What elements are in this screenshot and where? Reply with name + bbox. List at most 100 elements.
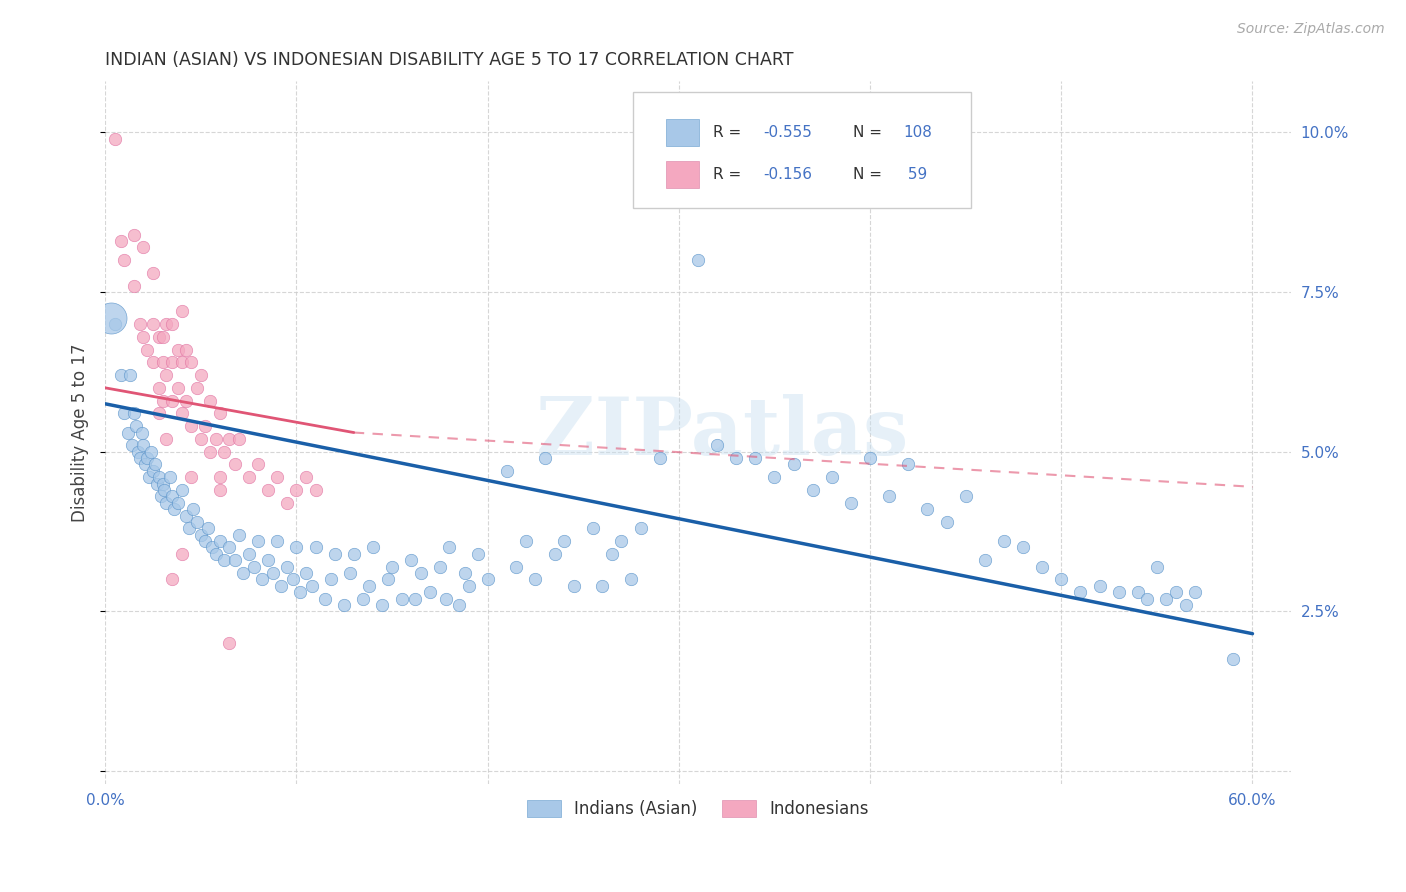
- Point: [1108, 585, 1130, 599]
- Text: 59: 59: [903, 168, 928, 182]
- Point: [457, 579, 479, 593]
- Point: [409, 566, 432, 580]
- Point: [377, 573, 399, 587]
- Point: [434, 591, 457, 606]
- Point: [104, 317, 127, 331]
- Point: [1164, 585, 1187, 599]
- Point: [447, 598, 470, 612]
- Text: -0.555: -0.555: [763, 125, 813, 140]
- Point: [381, 559, 404, 574]
- Point: [152, 330, 174, 344]
- Point: [495, 464, 517, 478]
- Point: [238, 470, 260, 484]
- Point: [439, 541, 461, 555]
- Point: [212, 444, 235, 458]
- Point: [630, 521, 652, 535]
- Point: [152, 355, 174, 369]
- Point: [562, 579, 585, 593]
- Point: [467, 547, 489, 561]
- Point: [167, 496, 190, 510]
- Point: [180, 355, 202, 369]
- Point: [128, 317, 150, 331]
- Point: [323, 547, 346, 561]
- Point: [143, 458, 166, 472]
- Point: [314, 591, 336, 606]
- Point: [155, 432, 177, 446]
- Point: [100, 310, 122, 325]
- Legend: Indians (Asian), Indonesians: Indians (Asian), Indonesians: [520, 793, 876, 824]
- Point: [228, 432, 250, 446]
- Point: [404, 591, 426, 606]
- Point: [179, 521, 201, 535]
- Point: [170, 483, 193, 497]
- Point: [131, 425, 153, 440]
- Point: [1088, 579, 1111, 593]
- Point: [153, 483, 176, 497]
- Point: [132, 438, 155, 452]
- Point: [117, 425, 139, 440]
- Point: [159, 470, 181, 484]
- Point: [801, 483, 824, 497]
- Point: [304, 483, 326, 497]
- Point: [706, 438, 728, 452]
- Point: [121, 438, 143, 452]
- Point: [122, 227, 145, 242]
- Point: [256, 483, 278, 497]
- Point: [208, 470, 231, 484]
- Point: [352, 591, 374, 606]
- Point: [190, 368, 212, 382]
- Point: [194, 534, 217, 549]
- Point: [763, 470, 786, 484]
- Point: [148, 470, 170, 484]
- Point: [543, 547, 565, 561]
- Y-axis label: Disability Age 5 to 17: Disability Age 5 to 17: [72, 343, 89, 522]
- Point: [110, 234, 132, 248]
- Point: [232, 566, 254, 580]
- Point: [200, 393, 222, 408]
- Point: [304, 541, 326, 555]
- Point: [136, 343, 159, 357]
- Point: [1156, 591, 1178, 606]
- Point: [212, 553, 235, 567]
- Point: [112, 406, 135, 420]
- Point: [515, 534, 537, 549]
- Point: [285, 541, 308, 555]
- Point: [142, 464, 165, 478]
- Point: [218, 432, 240, 446]
- Point: [142, 266, 165, 280]
- Point: [250, 573, 273, 587]
- Point: [247, 534, 270, 549]
- FancyBboxPatch shape: [633, 92, 970, 208]
- Point: [152, 476, 174, 491]
- Point: [186, 515, 208, 529]
- Point: [582, 521, 605, 535]
- Point: [110, 368, 132, 382]
- Point: [132, 240, 155, 254]
- Text: INDIAN (ASIAN) VS INDONESIAN DISABILITY AGE 5 TO 17 CORRELATION CHART: INDIAN (ASIAN) VS INDONESIAN DISABILITY …: [105, 51, 794, 69]
- Bar: [666, 161, 699, 188]
- Point: [201, 541, 224, 555]
- Point: [454, 566, 477, 580]
- Point: [290, 585, 312, 599]
- Point: [205, 432, 228, 446]
- Point: [167, 343, 190, 357]
- Point: [218, 636, 240, 650]
- Point: [152, 393, 174, 408]
- Point: [859, 451, 882, 466]
- Point: [477, 573, 499, 587]
- Point: [181, 502, 204, 516]
- Point: [170, 304, 193, 318]
- Point: [208, 534, 231, 549]
- Point: [301, 579, 323, 593]
- Point: [163, 502, 186, 516]
- Point: [333, 598, 356, 612]
- Point: [399, 553, 422, 567]
- Point: [1146, 559, 1168, 574]
- Point: [600, 547, 623, 561]
- Point: [160, 317, 183, 331]
- Point: [1031, 559, 1053, 574]
- Point: [505, 559, 527, 574]
- Point: [419, 585, 441, 599]
- Point: [112, 253, 135, 268]
- Text: -0.156: -0.156: [763, 168, 813, 182]
